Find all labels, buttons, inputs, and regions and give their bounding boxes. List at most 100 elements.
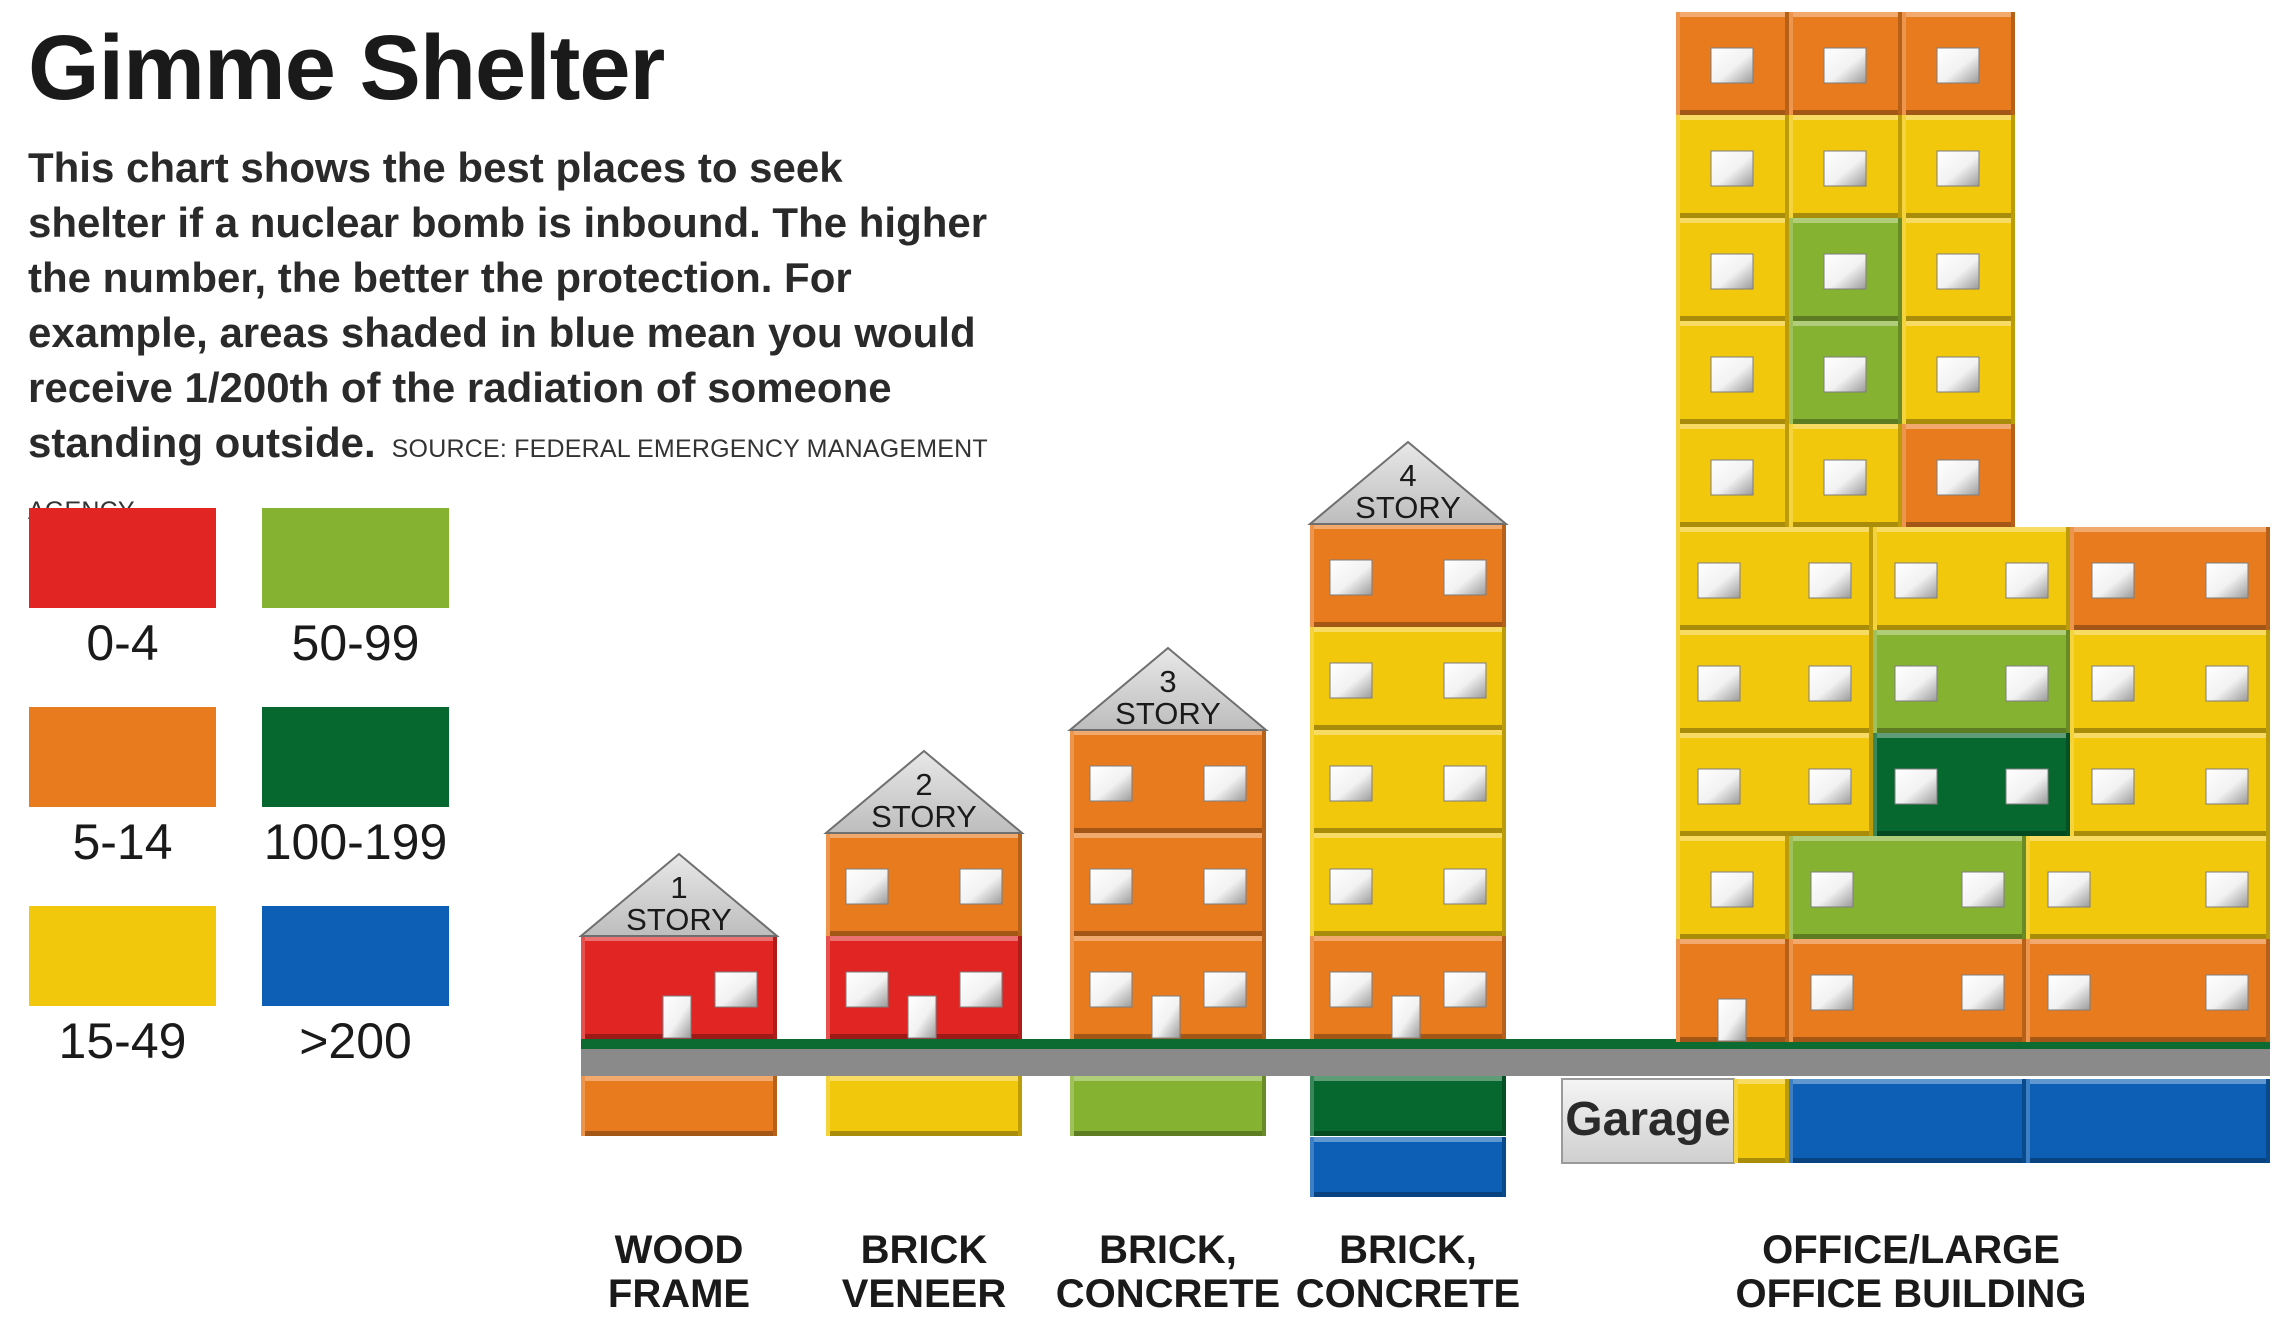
block-edge [2026, 939, 2030, 1042]
block-highlight [1070, 730, 1266, 735]
block-highlight [1789, 1079, 2026, 1084]
block-edge [1262, 936, 1266, 1039]
block-shadow [1873, 625, 2070, 630]
block-edge [1070, 1076, 1074, 1136]
window-icon [1443, 662, 1487, 699]
window-icon [1810, 974, 1854, 1011]
block-edge [1310, 1076, 1314, 1136]
block-highlight [2070, 630, 2270, 635]
block-edge [1873, 527, 1877, 630]
block-shadow [1902, 213, 2015, 218]
block-shadow [1676, 316, 1789, 321]
category-label-office-building: OFFICE/LARGE OFFICE BUILDING [1735, 1228, 2087, 1316]
block-edge [1018, 833, 1022, 936]
block-highlight [1676, 12, 1789, 17]
chart-title: Gimme Shelter [28, 17, 665, 119]
block-edge [1070, 936, 1074, 1039]
block-highlight [826, 936, 1022, 941]
block-highlight [1676, 115, 1789, 120]
block-shadow [1310, 622, 1506, 627]
roof-label-story: STORY [871, 799, 977, 834]
window-icon [1443, 765, 1487, 802]
legend-swatch [262, 508, 449, 608]
window-icon [2047, 974, 2091, 1011]
legend-label: >200 [299, 1013, 412, 1069]
window-icon [1810, 871, 1854, 908]
basement-block [1310, 1076, 1506, 1136]
window-icon [1823, 47, 1867, 84]
window-icon [959, 868, 1003, 905]
block-edge [1789, 321, 1793, 424]
block-edge [826, 1076, 830, 1136]
block-highlight [1873, 527, 2070, 532]
door-icon [1717, 998, 1747, 1042]
window-icon [845, 971, 889, 1008]
block-edge [1502, 524, 1506, 627]
block-edge [1898, 321, 1902, 424]
category-label-wood-frame: WOOD FRAME [607, 1228, 751, 1316]
window-icon [845, 868, 889, 905]
window-icon [2005, 768, 2049, 805]
legend-swatch [262, 707, 449, 807]
block-edge [2266, 939, 2270, 1042]
block-highlight [1676, 939, 1789, 944]
block-highlight [1902, 321, 2015, 326]
window-icon [1894, 665, 1938, 702]
block-edge [2022, 939, 2026, 1042]
block-shadow [2026, 1037, 2270, 1042]
block-edge [826, 833, 830, 936]
window-icon [2205, 562, 2249, 599]
legend-label: 15-49 [58, 1013, 187, 1069]
legend-item-15-49: 15-49 [29, 906, 216, 1070]
block-shadow [2070, 625, 2270, 630]
block-edge [2022, 1079, 2026, 1163]
block-highlight [1789, 321, 1902, 326]
block-shadow [1902, 110, 2015, 115]
block-shadow [2070, 831, 2270, 836]
block-edge [1869, 630, 1873, 733]
block-edge [1018, 1076, 1022, 1136]
block-edge [1789, 115, 1793, 218]
description-text: This chart shows the best places to seek… [28, 144, 988, 466]
block-edge [1734, 1079, 1738, 1163]
block-shadow [1070, 828, 1266, 833]
block-edge [2022, 836, 2026, 939]
block-edge [1502, 1137, 1506, 1197]
block-edge [1785, 1079, 1789, 1163]
window-icon [2205, 768, 2249, 805]
block-edge [1789, 939, 1793, 1042]
block-highlight [1310, 524, 1506, 529]
window-icon [1710, 47, 1754, 84]
block-shadow [2026, 1158, 2270, 1163]
block-edge [2070, 527, 2074, 630]
window-icon [1443, 971, 1487, 1008]
block-highlight [1070, 833, 1266, 838]
block-edge [2066, 527, 2070, 630]
block-edge [1502, 833, 1506, 936]
block-edge [1676, 733, 1680, 836]
block-edge [826, 936, 830, 1039]
block-highlight [826, 1076, 1022, 1081]
roof-icon [1067, 646, 1269, 731]
block-edge [2266, 1079, 2270, 1163]
block-highlight [1070, 936, 1266, 941]
block-edge [1310, 730, 1314, 833]
window-icon [1936, 150, 1980, 187]
block-edge [1902, 424, 1906, 527]
block-highlight [1873, 630, 2070, 635]
window-icon [1710, 150, 1754, 187]
block-edge [2011, 321, 2015, 424]
block-edge [1070, 833, 1074, 936]
block-edge [773, 936, 777, 1039]
block-shadow [1676, 110, 1789, 115]
block-edge [1502, 730, 1506, 833]
block-edge [1902, 115, 1906, 218]
block-edge [2066, 733, 2070, 836]
roof-label-number: 2 [915, 767, 932, 802]
legend-item-50-99: 50-99 [262, 508, 449, 672]
block-edge [1262, 833, 1266, 936]
roof-label-number: 1 [670, 870, 687, 905]
window-icon [1089, 868, 1133, 905]
legend-label: 0-4 [86, 615, 159, 671]
block-edge [1898, 115, 1902, 218]
